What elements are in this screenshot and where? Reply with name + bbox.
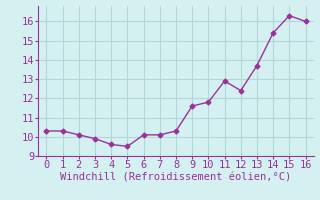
X-axis label: Windchill (Refroidissement éolien,°C): Windchill (Refroidissement éolien,°C) — [60, 173, 292, 183]
